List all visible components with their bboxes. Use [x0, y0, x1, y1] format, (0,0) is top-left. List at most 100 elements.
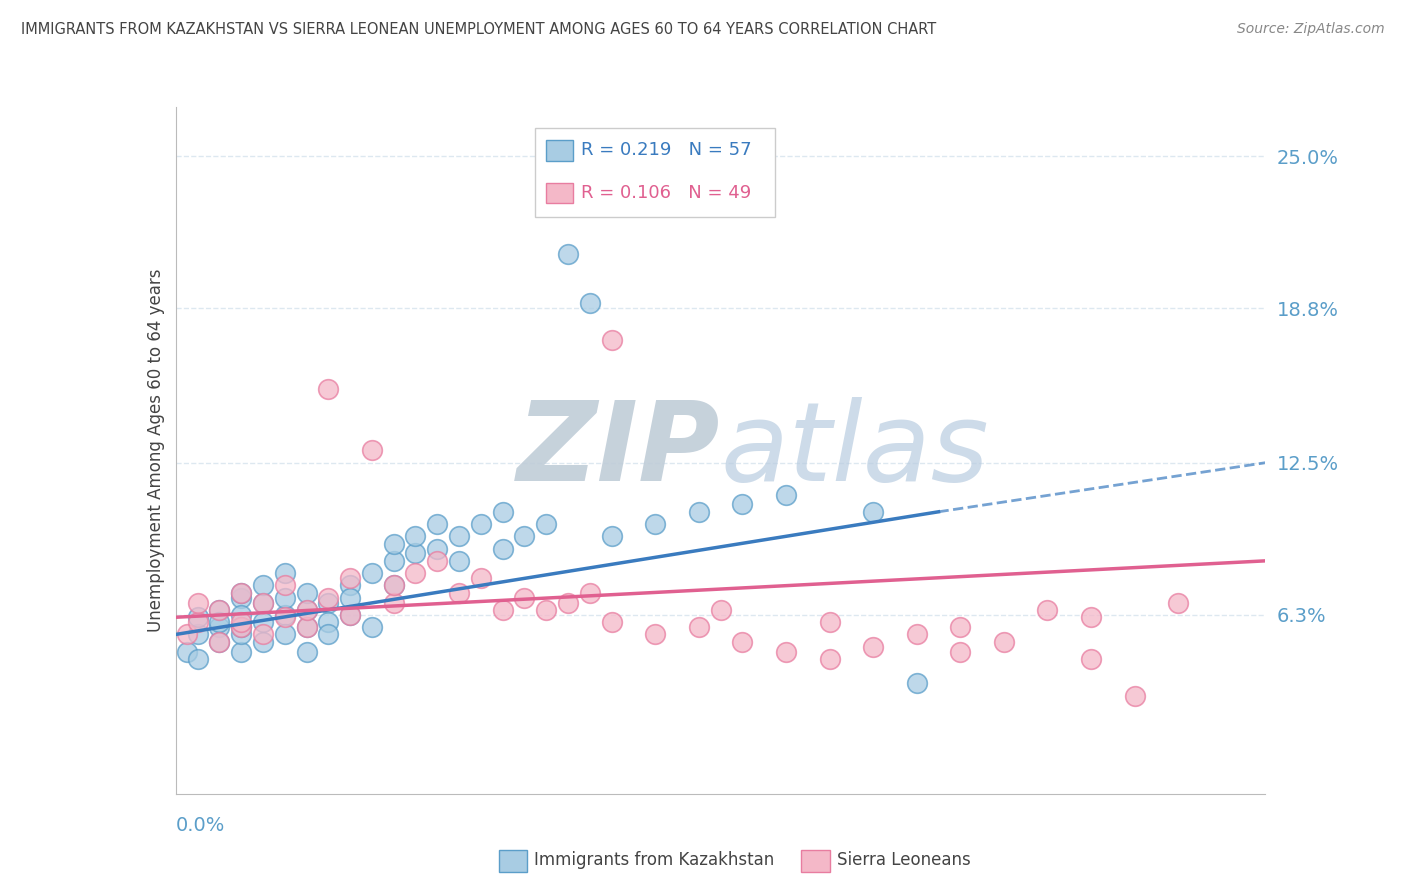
Point — [318, 591, 340, 605]
Point — [274, 607, 297, 622]
Point — [274, 566, 297, 581]
Point — [405, 546, 427, 561]
Point — [382, 578, 405, 592]
Point — [252, 635, 274, 649]
Point — [447, 554, 470, 568]
Point — [252, 596, 274, 610]
Point — [405, 566, 427, 581]
Point — [710, 603, 733, 617]
Point — [949, 644, 972, 658]
Point — [579, 296, 602, 310]
Point — [318, 596, 340, 610]
Y-axis label: Unemployment Among Ages 60 to 64 years: Unemployment Among Ages 60 to 64 years — [146, 268, 165, 632]
Point — [176, 627, 198, 641]
Point — [295, 620, 318, 634]
Point — [644, 627, 666, 641]
Point — [231, 591, 253, 605]
Point — [600, 333, 623, 347]
Point — [208, 635, 231, 649]
Point — [447, 586, 470, 600]
Point — [208, 635, 231, 649]
Point — [405, 529, 427, 543]
Point — [382, 537, 405, 551]
Text: R = 0.106   N = 49: R = 0.106 N = 49 — [581, 184, 751, 202]
Point — [186, 615, 209, 630]
Point — [447, 529, 470, 543]
Text: Immigrants from Kazakhstan: Immigrants from Kazakhstan — [534, 851, 775, 869]
Point — [186, 652, 209, 666]
Point — [905, 627, 928, 641]
Point — [186, 627, 209, 641]
Bar — [546, 183, 574, 203]
Text: IMMIGRANTS FROM KAZAKHSTAN VS SIERRA LEONEAN UNEMPLOYMENT AMONG AGES 60 TO 64 YE: IMMIGRANTS FROM KAZAKHSTAN VS SIERRA LEO… — [21, 22, 936, 37]
Point — [295, 644, 318, 658]
Bar — [536, 128, 775, 217]
Point — [186, 596, 209, 610]
Point — [252, 615, 274, 630]
Point — [382, 554, 405, 568]
Point — [252, 596, 274, 610]
Point — [688, 620, 710, 634]
Point — [318, 615, 340, 630]
Point — [688, 505, 710, 519]
Point — [318, 382, 340, 396]
Point — [818, 652, 841, 666]
Point — [731, 498, 754, 512]
Point — [339, 591, 361, 605]
Point — [557, 247, 579, 261]
Point — [339, 571, 361, 585]
Point — [426, 517, 449, 532]
Point — [470, 571, 492, 585]
Point — [1167, 596, 1189, 610]
Point — [775, 644, 797, 658]
Point — [905, 676, 928, 690]
Point — [949, 620, 972, 634]
Point — [231, 620, 253, 634]
Text: R = 0.219   N = 57: R = 0.219 N = 57 — [581, 141, 752, 160]
Point — [295, 603, 318, 617]
Point — [492, 505, 515, 519]
Point — [231, 627, 253, 641]
Point — [600, 529, 623, 543]
Point — [252, 627, 274, 641]
Point — [382, 578, 405, 592]
Point — [231, 615, 253, 630]
Point — [231, 607, 253, 622]
Point — [1036, 603, 1059, 617]
Point — [579, 586, 602, 600]
Point — [360, 443, 382, 458]
Point — [274, 627, 297, 641]
Point — [360, 566, 382, 581]
Point — [274, 578, 297, 592]
Point — [295, 620, 318, 634]
Point — [492, 603, 515, 617]
Point — [818, 615, 841, 630]
Point — [534, 517, 557, 532]
Text: Sierra Leoneans: Sierra Leoneans — [837, 851, 970, 869]
Point — [382, 596, 405, 610]
Point — [644, 517, 666, 532]
Bar — [546, 140, 574, 161]
Point — [231, 620, 253, 634]
Point — [993, 635, 1015, 649]
Point — [862, 505, 884, 519]
Point — [176, 644, 198, 658]
Point — [339, 607, 361, 622]
Point — [339, 578, 361, 592]
Point — [360, 620, 382, 634]
Point — [208, 603, 231, 617]
Text: atlas: atlas — [721, 397, 990, 504]
Point — [208, 620, 231, 634]
Point — [231, 644, 253, 658]
Point — [513, 591, 536, 605]
Point — [492, 541, 515, 556]
Point — [557, 596, 579, 610]
Text: ZIP: ZIP — [517, 397, 721, 504]
Text: Source: ZipAtlas.com: Source: ZipAtlas.com — [1237, 22, 1385, 37]
Point — [775, 487, 797, 501]
Point — [186, 610, 209, 624]
Point — [1123, 689, 1146, 703]
Point — [252, 578, 274, 592]
Point — [862, 640, 884, 654]
Point — [470, 517, 492, 532]
